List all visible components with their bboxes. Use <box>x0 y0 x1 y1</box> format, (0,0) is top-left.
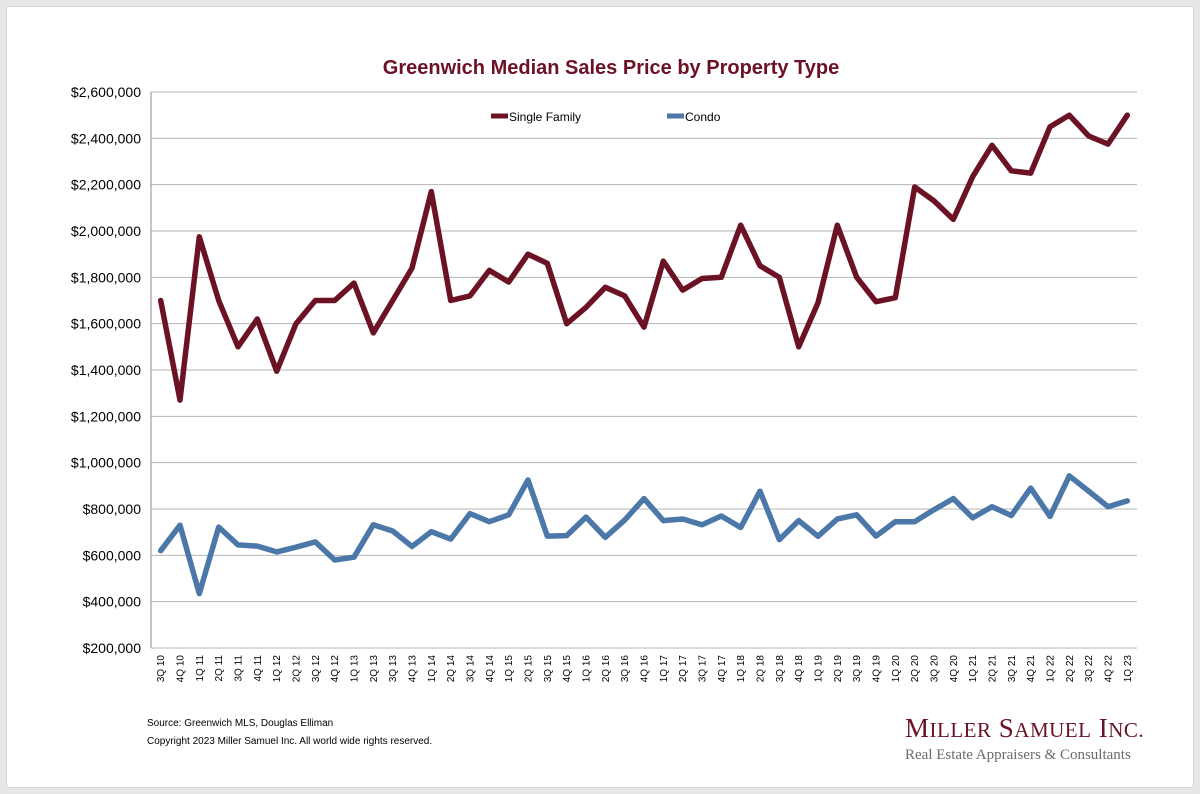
company-tagline: Real Estate Appraisers & Consultants <box>905 747 1131 763</box>
legend-label-condo: Condo <box>685 110 721 124</box>
x-tick-label: 3Q 12 <box>311 655 322 683</box>
x-tick-label: 1Q 21 <box>968 655 979 683</box>
x-tick-label: 1Q 18 <box>736 655 747 683</box>
x-tick-label: 2Q 20 <box>910 655 921 683</box>
y-tick-label: $2,600,000 <box>71 84 141 100</box>
x-tick-label: 3Q 13 <box>388 655 399 683</box>
x-tick-label: 4Q 17 <box>717 655 728 683</box>
line-chart: Greenwich Median Sales Price by Property… <box>71 57 1137 683</box>
gridlines <box>150 91 1137 649</box>
x-tick-label: 2Q 21 <box>988 655 999 683</box>
legend: Single Family Condo <box>491 110 721 124</box>
x-tick-label: 4Q 11 <box>253 655 264 682</box>
chart-card: Greenwich Median Sales Price by Property… <box>6 6 1194 788</box>
x-tick-label: 1Q 19 <box>814 655 825 683</box>
copyright-note: Copyright 2023 Miller Samuel Inc. All wo… <box>147 736 433 747</box>
company-logo: MILLER SAMUEL INC. <box>905 713 1145 743</box>
x-tick-label: 3Q 11 <box>234 655 245 682</box>
series-lines <box>157 112 1131 597</box>
x-tick-label: 4Q 19 <box>872 655 883 683</box>
series-line-single-family <box>157 112 1131 403</box>
x-tick-label: 1Q 14 <box>427 655 438 683</box>
x-tick-label: 4Q 10 <box>176 655 187 683</box>
x-tick-label: 4Q 15 <box>562 655 573 683</box>
x-tick-label: 4Q 18 <box>794 655 805 683</box>
x-tick-label: 1Q 17 <box>659 655 670 683</box>
x-tick-label: 3Q 14 <box>466 655 477 683</box>
x-tick-label: 2Q 22 <box>1065 655 1076 683</box>
y-tick-label: $1,000,000 <box>71 455 141 471</box>
x-tick-label: 2Q 15 <box>524 655 535 683</box>
y-tick-label: $2,000,000 <box>71 223 141 239</box>
x-tick-label: 4Q 22 <box>1104 655 1115 683</box>
x-tick-label: 4Q 13 <box>408 655 419 683</box>
legend-label-single-family: Single Family <box>509 110 581 124</box>
y-tick-label: $2,200,000 <box>71 177 141 193</box>
chart-title: Greenwich Median Sales Price by Property… <box>383 57 839 79</box>
x-tick-label: 4Q 14 <box>485 655 496 683</box>
series-line-condo <box>157 473 1131 597</box>
x-tick-label: 2Q 18 <box>756 655 767 683</box>
x-tick-label: 1Q 20 <box>891 655 902 683</box>
y-axis-tick-labels: $200,000 $400,000 $600,000 $800,000 $1,000,0… <box>71 84 141 656</box>
x-tick-label: 2Q 13 <box>369 655 380 683</box>
x-tick-label: 2Q 14 <box>446 655 457 683</box>
x-tick-label: 2Q 12 <box>292 655 303 683</box>
x-tick-label: 4Q 20 <box>949 655 960 683</box>
y-tick-label: $400,000 <box>83 594 142 610</box>
x-tick-label: 4Q 21 <box>1026 655 1037 683</box>
x-tick-label: 3Q 10 <box>156 655 167 683</box>
y-tick-label: $600,000 <box>83 547 142 563</box>
x-tick-label: 3Q 22 <box>1084 655 1095 683</box>
x-axis-tick-labels: 3Q 10 4Q 10 1Q 11 2Q 11 3Q 11 4Q 11 1Q 12 2Q 12… <box>156 655 1134 683</box>
x-tick-label: 1Q 23 <box>1123 655 1134 683</box>
y-tick-label: $2,400,000 <box>71 130 141 146</box>
x-tick-label: 1Q 11 <box>195 655 206 682</box>
x-tick-label: 4Q 12 <box>330 655 341 683</box>
x-tick-label: 3Q 16 <box>620 655 631 683</box>
y-tick-label: $1,600,000 <box>71 316 141 332</box>
x-tick-label: 3Q 20 <box>930 655 941 683</box>
x-tick-label: 1Q 16 <box>582 655 593 683</box>
y-tick-label: $200,000 <box>83 640 142 656</box>
x-tick-label: 1Q 13 <box>350 655 361 683</box>
x-tick-label: 3Q 19 <box>852 655 863 683</box>
x-tick-label: 2Q 16 <box>601 655 612 683</box>
x-tick-label: 1Q 15 <box>504 655 515 683</box>
y-tick-label: $1,200,000 <box>71 408 141 424</box>
x-tick-label: 2Q 19 <box>833 655 844 683</box>
x-tick-label: 4Q 16 <box>640 655 651 683</box>
x-tick-label: 2Q 17 <box>678 655 689 683</box>
y-tick-label: $800,000 <box>83 501 142 517</box>
x-tick-label: 3Q 15 <box>543 655 554 683</box>
x-tick-label: 1Q 12 <box>272 655 283 683</box>
x-tick-label: 3Q 21 <box>1007 655 1018 683</box>
x-tick-label: 1Q 22 <box>1046 655 1057 683</box>
source-note: Source: Greenwich MLS, Douglas Elliman <box>147 718 334 729</box>
y-tick-label: $1,400,000 <box>71 362 141 378</box>
x-tick-label: 2Q 11 <box>214 655 225 682</box>
x-tick-label: 3Q 17 <box>698 655 709 683</box>
y-tick-label: $1,800,000 <box>71 269 141 285</box>
x-tick-label: 3Q 18 <box>775 655 786 683</box>
